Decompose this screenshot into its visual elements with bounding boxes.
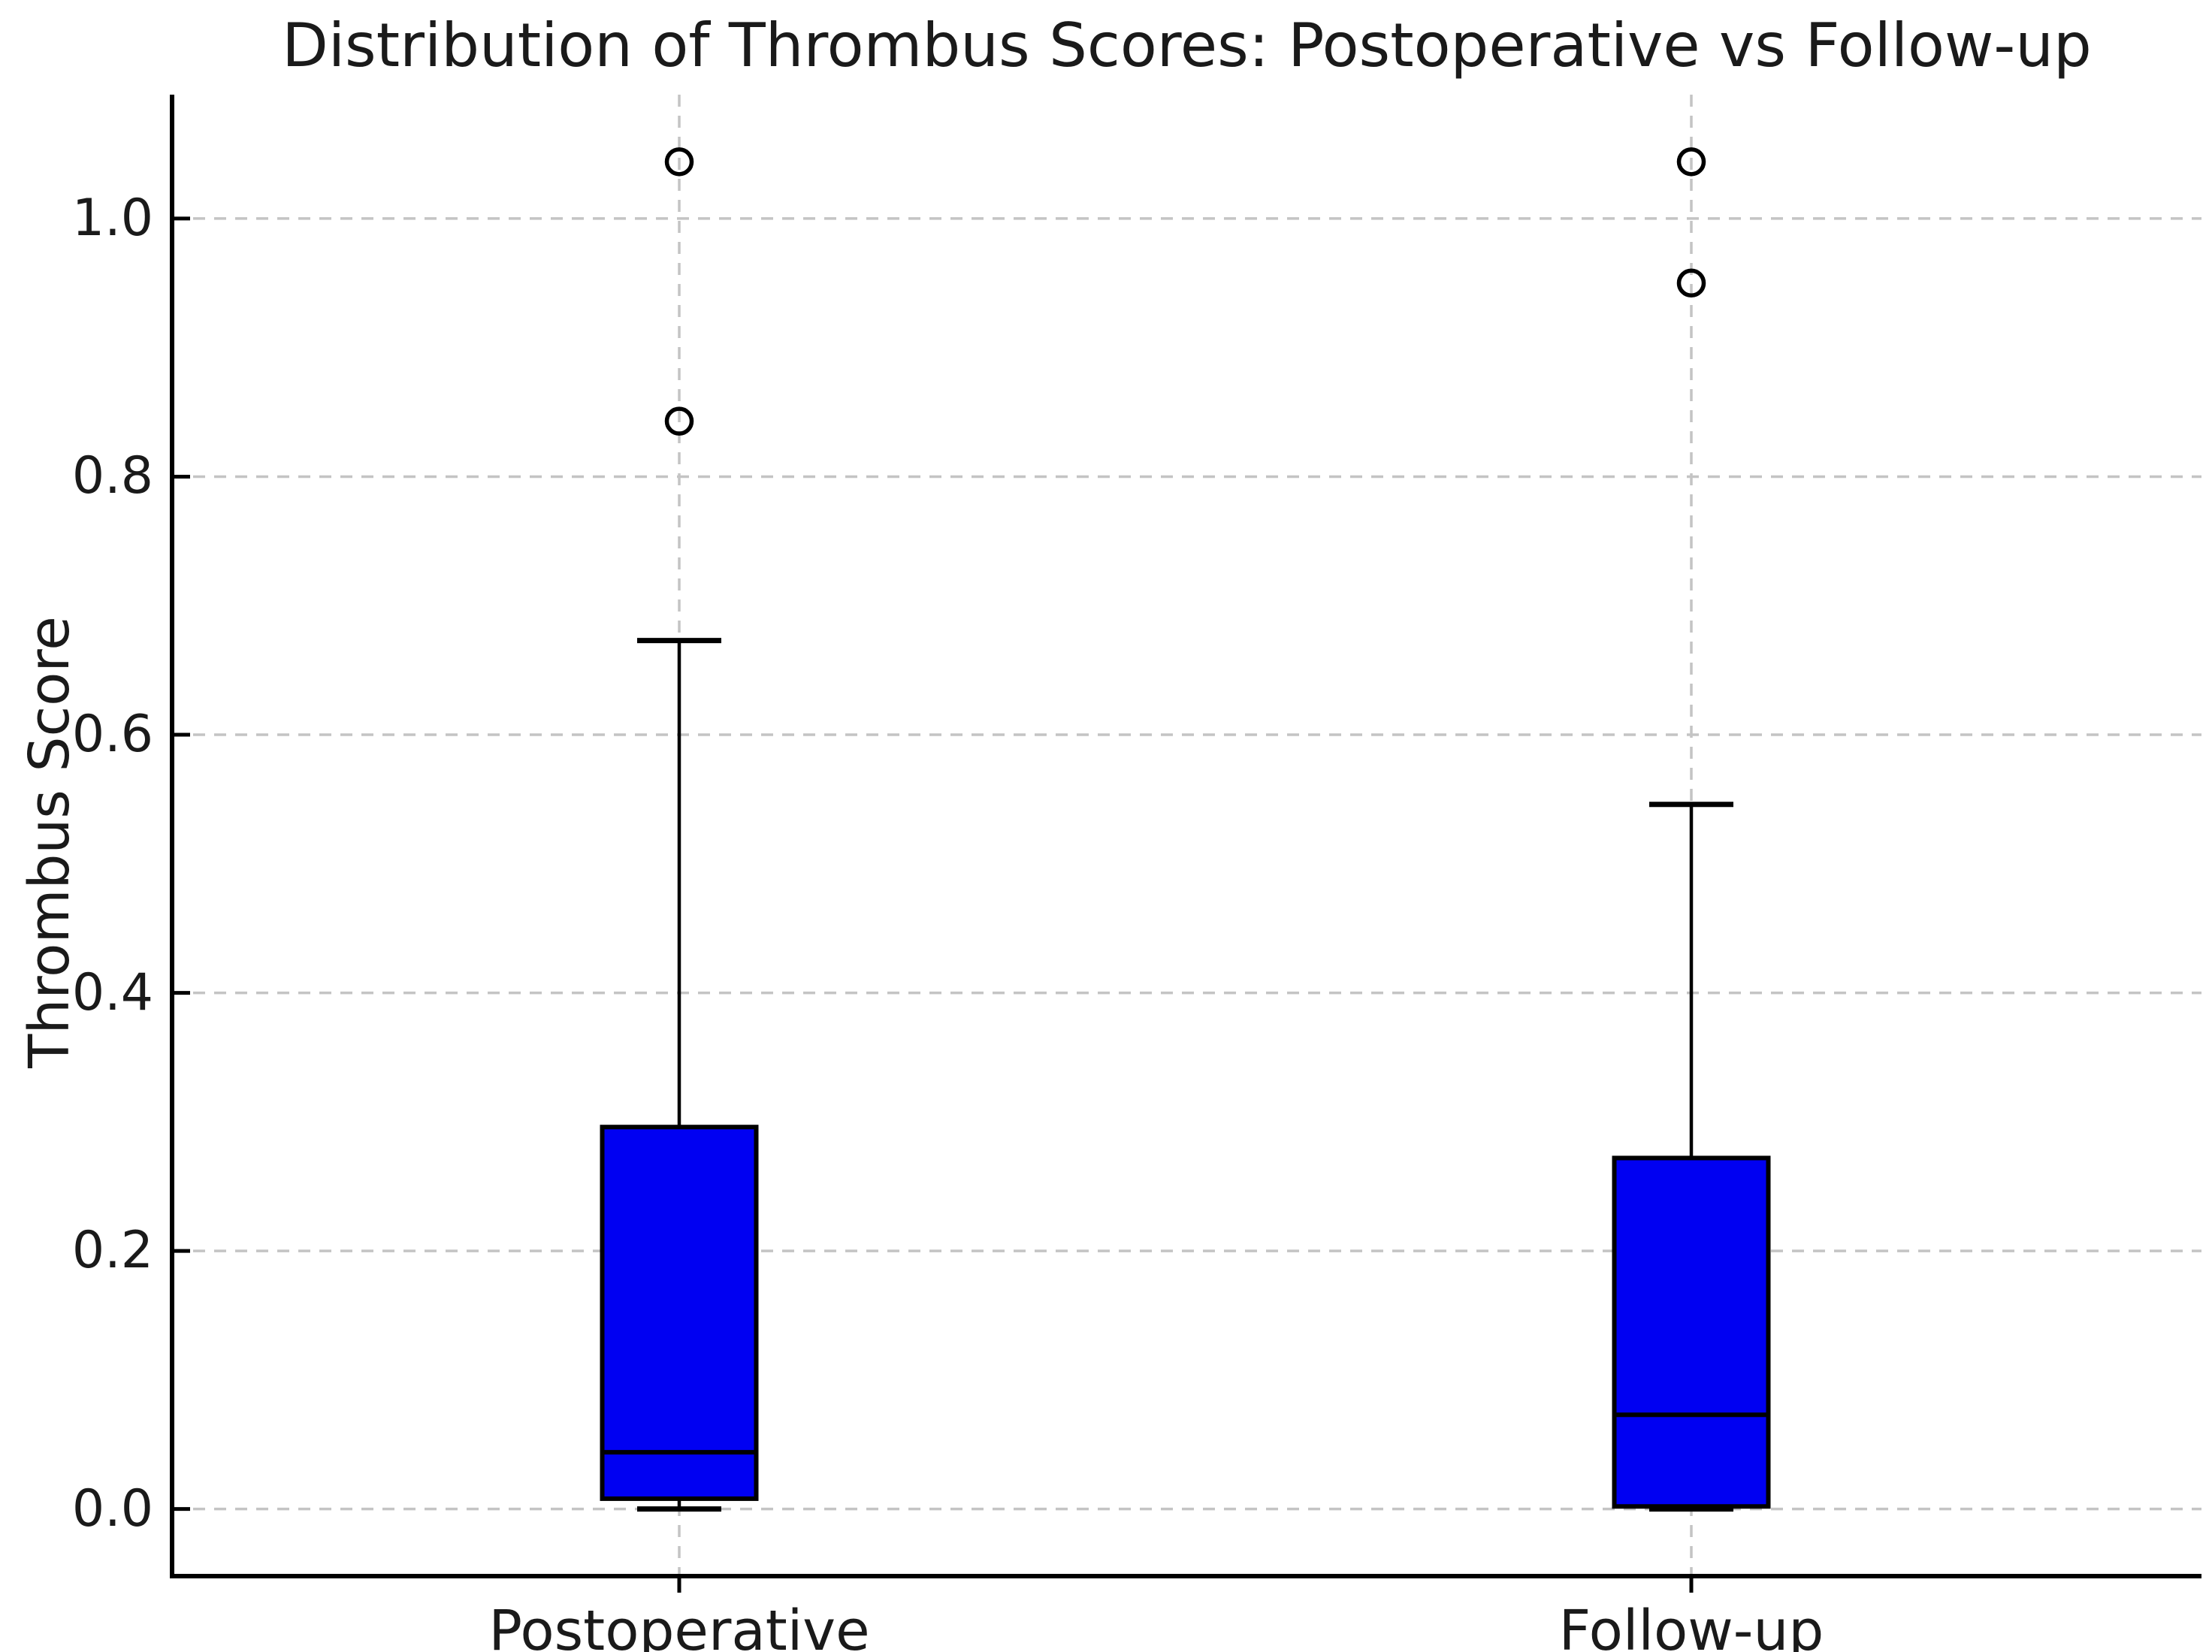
y-tick-label-0.8: 0.8 — [71, 446, 153, 506]
y-tick-label-0.0: 0.0 — [71, 1478, 153, 1539]
box-follow-up — [1612, 1155, 1771, 1509]
y-tick-label-1.0: 1.0 — [71, 188, 153, 248]
chart-title: Distribution of Thrombus Scores: Postope… — [282, 11, 2092, 80]
x-tick-label-follow-up: Follow-up — [1558, 1599, 1824, 1652]
outlier-point — [664, 406, 694, 436]
y-tick-label-0.4: 0.4 — [71, 962, 153, 1022]
y-axis-label: Thrombus Score — [17, 616, 82, 1068]
outlier-point — [1676, 147, 1706, 177]
x-tick-label-postoperative: Postoperative — [488, 1599, 870, 1652]
y-tick-label-0.6: 0.6 — [71, 705, 153, 764]
outlier-point — [664, 147, 694, 177]
y-tick-label-0.2: 0.2 — [71, 1221, 153, 1281]
outlier-point — [1676, 268, 1706, 298]
box-postoperative — [600, 1125, 759, 1501]
